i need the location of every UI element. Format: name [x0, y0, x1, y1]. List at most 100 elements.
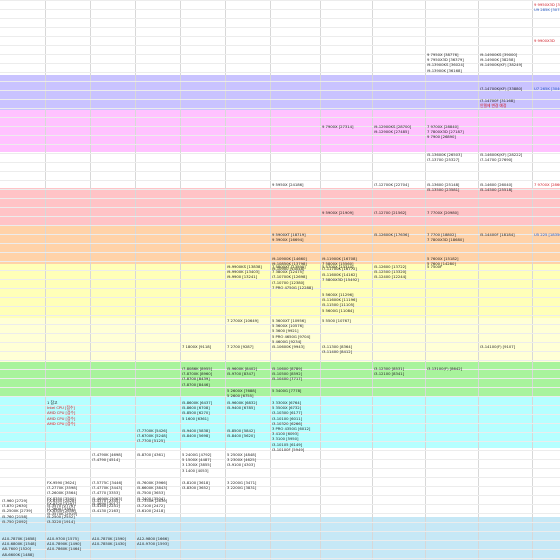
- cpu-cell: i7-4790K [4698] i7-4790 [4514]: [92, 452, 122, 462]
- row-divider: [0, 252, 560, 253]
- cpu-entry: i9-14900K(KF) [38249]: [480, 62, 523, 68]
- cpu-entry: i3-4130 [2163]: [92, 508, 120, 514]
- row-divider: [0, 369, 560, 370]
- cpu-entry: i5-10400 [7717]: [272, 376, 303, 382]
- cpu-entry: 5 3600X [10576]: [272, 323, 304, 329]
- cpu-entry: i7-14700 [27690]: [480, 157, 513, 163]
- cpu-cell: i5-12600 [13722] i5-12500 [13320] i5-12400…: [374, 264, 406, 280]
- cpu-entry: i3-8300 [3652]: [182, 485, 210, 491]
- cpu-entry: 5 PRO 4650G [9704]: [272, 333, 311, 339]
- cpu-entry: i5-8700 [4361]: [137, 452, 165, 457]
- cpu-entry: A10-9700 [1593]: [137, 541, 169, 547]
- cpu-entry: i7-8700 [8439]: [182, 376, 210, 382]
- cpu-entry: A10-6800K [1548]: [2, 541, 36, 547]
- row-divider: [0, 126, 560, 127]
- cpu-entry: 5 2600X [7688]: [227, 388, 257, 393]
- cpu-entry: i3-10100F [5949]: [272, 446, 305, 452]
- cpu-cell: 9 5950X [24186]: [272, 182, 303, 187]
- cpu-cell: 5 2400G [4792] 5 1500X [4487] 3 1300X [385…: [182, 452, 211, 473]
- cpu-cell: i7-12700 [21562]: [374, 210, 406, 215]
- column-divider: [45, 0, 46, 560]
- cpu-entry: 7 2700X [10649]: [227, 318, 259, 323]
- cpu-entry: i9-14900KS [39000]: [480, 52, 518, 57]
- cpu-entry: 5 7600 [14280]: [427, 261, 456, 267]
- tier-band: [0, 264, 560, 318]
- cpu-entry: i5-14500 [25518]: [480, 187, 513, 193]
- cpu-cell: 9 5900XT [18719] 9 3900X [16694]: [272, 232, 306, 242]
- cpu-entry: 7 9700X [28840]: [427, 124, 459, 129]
- cpu-cell: FX-6350 [2828] i5-3570 [2776] FX-6300 [265…: [47, 498, 76, 524]
- row-divider: [0, 333, 560, 334]
- cpu-entry: i3-10105 [6149]: [272, 441, 303, 447]
- row-divider: [0, 324, 560, 325]
- row-divider: [0, 486, 560, 487]
- cpu-entry: i7-4770 [3353]: [92, 490, 120, 496]
- cpu-cell: i3-13100(F) [8642]: [427, 366, 462, 371]
- cpu-entry: 7 7700 [18802]: [427, 232, 456, 237]
- cpu-entry: 9 9950X3D [30850]: [534, 2, 560, 7]
- cpu-cell: i9-11900K [16708] 7 5800X [15560] i7-11700…: [322, 256, 359, 282]
- row-divider: [0, 495, 560, 496]
- cpu-cell: i9-14900KS [39000] i9-14900K [38258] i9-14…: [480, 52, 522, 68]
- cpu-entry: 5 7500F: [427, 264, 443, 269]
- cpu-cell: i7-14700K(KF) [33880]: [480, 86, 522, 91]
- cpu-entry: i5-12600 [13722]: [374, 264, 407, 269]
- cpu-cell: 9 7950X [38776] 9 7950X3D [36379] i9-13900…: [427, 52, 464, 73]
- cpu-entry: i7-14700K(KF) [33880]: [480, 86, 523, 91]
- cpu-entry: i7-6700K [5248]: [137, 433, 168, 439]
- cpu-entry: 3 2200G [3831]: [227, 485, 257, 491]
- cpu-cell: 3 3300X [6764] 5 3500X [6732] i3-10300 [61…: [272, 400, 310, 452]
- cpu-entry: FX-8320 [3297]: [47, 500, 76, 506]
- row-divider: [0, 342, 560, 343]
- cpu-entry: 5 5700X [13310]: [322, 264, 354, 269]
- cpu-entry: FX-6300 [2656]: [47, 508, 76, 514]
- row-divider: [0, 9, 560, 10]
- cpu-entry: i5-9600K [8402]: [227, 366, 258, 371]
- cpu-cell: 9 9950X3D [30850]U9 285K [30750]: [534, 2, 560, 12]
- cpu-entry: i3-10300 [6177]: [272, 410, 303, 416]
- row-divider: [0, 99, 560, 100]
- cpu-entry: i5-9700 [8347]: [227, 371, 255, 377]
- cpu-cell: i3-14100(F) [9107]: [480, 344, 515, 349]
- column-divider: [135, 0, 136, 560]
- row-divider: [0, 27, 560, 28]
- cpu-entry: i5-8600K [6437]: [182, 400, 213, 405]
- cpu-entry: i9-14900K [38258]: [480, 57, 515, 63]
- cpu-cell: 5 7500F: [427, 264, 442, 269]
- row-divider: [0, 558, 560, 559]
- cpu-cell: 5 7600X [15182] 5 7600 [14280]: [427, 256, 458, 266]
- cpu-cell: i3-11300 [8364] i3-11400 [8412]: [322, 344, 352, 354]
- cpu-entry: i3-3220 [1914]: [47, 518, 75, 524]
- row-divider: [0, 108, 560, 109]
- row-divider: [0, 261, 560, 262]
- cpu-entry: i3-8100 [3618]: [182, 480, 210, 485]
- cpu-cell: i9-12900KS [28700] i9-12900K [27485]: [374, 124, 411, 134]
- cpu-cell: A10-9700 [1575] A10-7890K [1490] A10-7860K…: [47, 536, 81, 552]
- cpu-cell: i7-12700K [22704]: [374, 182, 409, 187]
- cpu-entry: 3 PRO 4350G [6012]: [272, 426, 311, 432]
- tier-band: [0, 362, 560, 396]
- row-divider: [0, 243, 560, 244]
- cpu-cell: U7 265K [30400]: [534, 86, 560, 91]
- cpu-entry: i3-7100 [2472]: [137, 503, 165, 509]
- row-divider: [0, 135, 560, 136]
- cpu-entry: i5-8500 [5842]: [227, 428, 255, 433]
- cpu-entry: i7-8700K [8960]: [182, 371, 213, 377]
- cpu-entry: FX-9590 [3624]: [47, 480, 76, 485]
- cpu-entry: i3-4370 [2345]: [92, 498, 120, 503]
- cpu-entry: 5 3500X [6732]: [272, 405, 302, 411]
- row-divider: [0, 117, 560, 118]
- cpu-entry: 9 7900 [26890]: [427, 134, 456, 140]
- cpu-entry: AMD CPU [점수]: [47, 415, 76, 421]
- cpu-cell: i3-7350K [2630] i3-7100 [2472] i3-6100 [24…: [137, 498, 167, 514]
- cpu-entry: i7-5775C [3446]: [92, 480, 123, 485]
- cpu-cell: i7-960 [2729] i7-870 [2630] i5-2500K [2739…: [2, 498, 32, 524]
- tier-band: [0, 396, 560, 448]
- cpu-entry: i3-12100 [8341]: [374, 371, 405, 377]
- cpu-entry: A10-7870K [1658]: [2, 536, 36, 541]
- cpu-entry: i5-12500 [13320]: [374, 269, 407, 275]
- cpu-entry: FX-8350 [3500]: [47, 495, 76, 501]
- cpu-entry: i9-10900K [14660]: [272, 256, 307, 261]
- cpu-entry: AMD CPU [점수]: [47, 420, 76, 426]
- cpu-entry: i9-12900KS [28700]: [374, 124, 412, 129]
